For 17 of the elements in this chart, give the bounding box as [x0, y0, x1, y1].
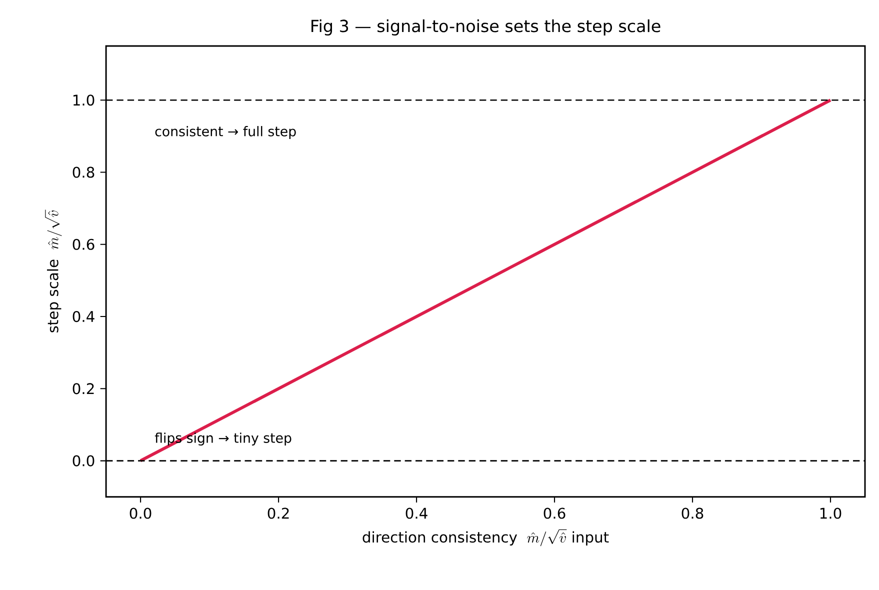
y-tick-label: 0.4 — [72, 310, 94, 322]
x-axis-title: $\text{direction consistency}\ \ \hat{m}/\sqrt{\hat{v}}\ \text{input}$ — [362, 529, 609, 546]
x-tick-label: 0.2 — [268, 508, 289, 519]
y-axis-title: $\text{step scale}\ \ \hat{m}/\sqrt{\hat{v}}$ — [45, 210, 62, 332]
x-tick-label: 1.0 — [820, 508, 842, 519]
annotation: flips sign → tiny step — [154, 432, 292, 446]
x-tick-label: 0.0 — [130, 508, 152, 519]
x-tick-label: 0.4 — [406, 508, 428, 519]
y-tick-label: 1.0 — [73, 94, 94, 106]
y-tick-label: 0.8 — [72, 166, 94, 178]
y-tick-label: 0.2 — [72, 383, 94, 394]
y-tick-label: 0.0 — [72, 455, 94, 466]
x-tick-label: 0.8 — [682, 508, 704, 519]
y-tick-label: 0.6 — [72, 238, 94, 250]
chart-title: Fig 3 — signal-to-noise sets the step scale — [312, 19, 660, 36]
x-tick-label: 0.6 — [544, 508, 566, 519]
annotation: consistent → full step — [155, 126, 296, 139]
